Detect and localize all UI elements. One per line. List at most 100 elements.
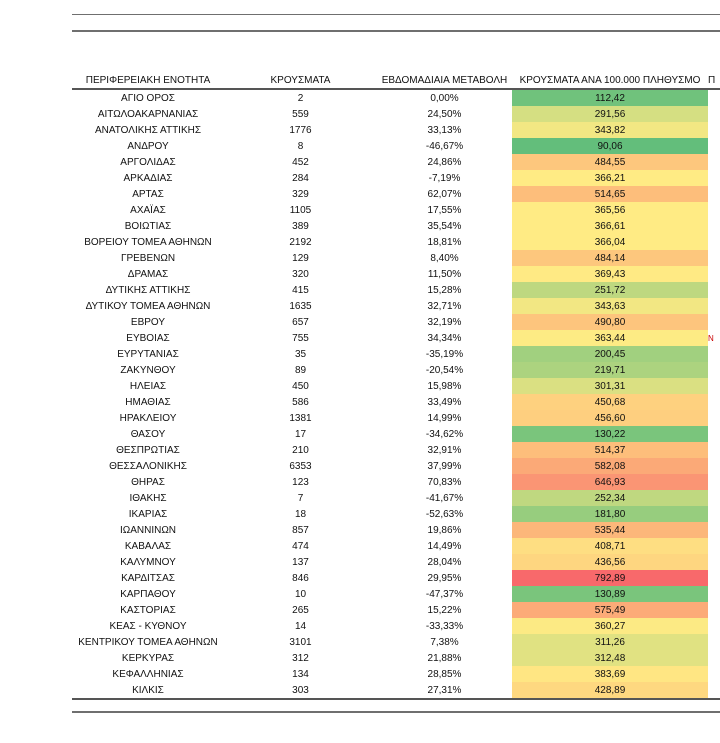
- cell-cases-per-100k: 112,42: [512, 89, 708, 106]
- cell-weekly-change: 21,88%: [427, 652, 462, 664]
- cell-weekly-change: 18,81%: [427, 236, 462, 248]
- table-row: ΚΙΛΚΙΣ 303 27,31% 428,89: [72, 682, 720, 700]
- table-row: ΗΛΕΙΑΣ 450 15,98% 301,31: [72, 378, 720, 394]
- cell-truncated: [708, 234, 720, 250]
- cell-region: ΚΕΑΣ - ΚΥΘΝΟΥ: [109, 620, 187, 632]
- cell-cases-per-100k: 130,89: [512, 586, 708, 602]
- cell-weekly-change: 14,99%: [427, 412, 462, 424]
- cell-cases: 755: [292, 332, 309, 344]
- cell-cases-per-100k: 181,80: [512, 506, 708, 522]
- cell-weekly-change: 17,55%: [427, 204, 462, 216]
- cell-region: ΕΥΒΟΙΑΣ: [126, 332, 170, 344]
- cell-cases-per-100k: 219,71: [512, 362, 708, 378]
- cell-region: ΓΡΕΒΕΝΩΝ: [120, 252, 176, 264]
- cell-region: ΑΡΤΑΣ: [132, 188, 164, 200]
- cell-region: ΑΓΙΟ ΟΡΟΣ: [121, 92, 175, 104]
- cell-truncated: [708, 474, 720, 490]
- table-row: ΔΥΤΙΚΟΥ ΤΟΜΕΑ ΑΘΗΝΩΝ 1635 32,71% 343,63: [72, 298, 720, 314]
- header-cases-per-100k: ΚΡΟΥΣΜΑΤΑ ΑΝΑ 100.000 ΠΛΗΘΥΣΜΟ: [512, 72, 708, 90]
- cell-region: ΚΕΦΑΛΛΗΝΙΑΣ: [112, 668, 184, 680]
- table-row: ΘΕΣΣΑΛΟΝΙΚΗΣ 6353 37,99% 582,08: [72, 458, 720, 474]
- cell-cases-per-100k: 575,49: [512, 602, 708, 618]
- cell-truncated: [708, 266, 720, 282]
- cell-region: ΔΥΤΙΚΗΣ ΑΤΤΙΚΗΣ: [105, 284, 191, 296]
- cell-weekly-change: 11,50%: [427, 268, 462, 280]
- cell-weekly-change: 70,83%: [427, 476, 462, 488]
- cell-region: ΗΡΑΚΛΕΙΟΥ: [119, 412, 177, 424]
- cell-region: ΚΕΡΚΥΡΑΣ: [121, 652, 175, 664]
- cell-region: ΒΟΡΕΙΟΥ ΤΟΜΕΑ ΑΘΗΝΩΝ: [84, 236, 212, 248]
- header-row: ΠΕΡΙΦΕΡΕΙΑΚΗ ΕΝΟΤΗΤΑ ΚΡΟΥΣΜΑΤΑ ΕΒΔΟΜΑΔΙΑ…: [72, 72, 720, 90]
- header-truncated: Π: [708, 72, 720, 90]
- cell-region: ΚΑΛΥΜΝΟΥ: [120, 556, 176, 568]
- table-row: ΘΕΣΠΡΩΤΙΑΣ 210 32,91% 514,37: [72, 442, 720, 458]
- cell-cases-per-100k: 311,26: [512, 634, 708, 650]
- cell-cases-per-100k: 792,89: [512, 570, 708, 586]
- cell-cases: 846: [292, 572, 309, 584]
- table-row: ΔΡΑΜΑΣ 320 11,50% 369,43: [72, 266, 720, 282]
- cell-region: ΔΥΤΙΚΟΥ ΤΟΜΕΑ ΑΘΗΝΩΝ: [85, 300, 211, 312]
- cell-weekly-change: -35,19%: [425, 348, 464, 360]
- cell-cases-per-100k: 343,82: [512, 122, 708, 138]
- cell-cases-per-100k: 365,56: [512, 202, 708, 218]
- cell-cases: 137: [292, 556, 309, 568]
- cell-region: ΙΩΑΝΝΙΝΩΝ: [119, 524, 177, 536]
- cell-weekly-change: -33,33%: [425, 620, 464, 632]
- cell-truncated: [708, 602, 720, 618]
- table-row: ΚΑΡΔΙΤΣΑΣ 846 29,95% 792,89: [72, 570, 720, 586]
- cell-region: ΑΙΤΩΛΟΑΚΑΡΝΑΝΙΑΣ: [97, 108, 199, 120]
- cell-weekly-change: 27,31%: [377, 682, 512, 700]
- cell-truncated: [708, 218, 720, 234]
- cell-cases: 89: [294, 364, 307, 376]
- cell-cases-per-100k: 252,34: [512, 490, 708, 506]
- cell-cases: 17: [294, 428, 307, 440]
- table-row: ΑΝΑΤΟΛΙΚΗΣ ΑΤΤΙΚΗΣ 1776 33,13% 343,82: [72, 122, 720, 138]
- cell-cases: 6353: [289, 460, 312, 472]
- cell-weekly-change: -47,37%: [425, 588, 464, 600]
- table-row: ΙΚΑΡΙΑΣ 18 -52,63% 181,80: [72, 506, 720, 522]
- table-row: ΘΑΣΟΥ 17 -34,62% 130,22: [72, 426, 720, 442]
- header-cases: ΚΡΟΥΣΜΑΤΑ: [224, 72, 377, 90]
- cell-region: ΑΝΔΡΟΥ: [127, 140, 169, 152]
- cell-cases: 129: [292, 252, 309, 264]
- cell-region: ΘΕΣΣΑΛΟΝΙΚΗΣ: [109, 460, 187, 472]
- cell-cases: 134: [292, 668, 309, 680]
- cell-truncated: [708, 314, 720, 330]
- cell-truncated: [708, 490, 720, 506]
- cell-weekly-change: 35,54%: [427, 220, 462, 232]
- cell-cases: 586: [292, 396, 309, 408]
- cell-truncated: [708, 538, 720, 554]
- cell-region: ΘΑΣΟΥ: [130, 428, 166, 440]
- cell-truncated: [708, 682, 720, 700]
- cell-region: ΑΝΑΤΟΛΙΚΗΣ ΑΤΤΙΚΗΣ: [94, 124, 202, 136]
- cell-region: ΕΥΡΥΤΑΝΙΑΣ: [117, 348, 179, 360]
- cell-truncated: [708, 250, 720, 266]
- cell-weekly-change: 24,86%: [427, 156, 462, 168]
- cell-cases-per-100k: 366,61: [512, 218, 708, 234]
- header-region: ΠΕΡΙΦΕΡΕΙΑΚΗ ΕΝΟΤΗΤΑ: [72, 72, 224, 90]
- cell-weekly-change: -46,67%: [425, 140, 464, 152]
- cell-cases-per-100k: 360,27: [512, 618, 708, 634]
- cell-weekly-change: 33,49%: [427, 396, 462, 408]
- cell-region: ΕΒΡΟΥ: [130, 316, 166, 328]
- cell-cases: 284: [292, 172, 309, 184]
- cell-truncated: [708, 618, 720, 634]
- cell-weekly-change: -7,19%: [428, 172, 461, 184]
- cell-cases-per-100k: 369,43: [512, 266, 708, 282]
- cell-cases: 10: [294, 588, 307, 600]
- cell-weekly-change: 28,85%: [427, 668, 462, 680]
- cell-cases-per-100k: 514,37: [512, 442, 708, 458]
- cell-region: ΚΑΒΑΛΑΣ: [124, 540, 172, 552]
- cell-region: ΒΟΙΩΤΙΑΣ: [124, 220, 172, 232]
- table-row: ΑΡΓΟΛΙΔΑΣ 452 24,86% 484,55: [72, 154, 720, 170]
- cell-truncated: [708, 89, 720, 106]
- table-row: ΚΑΣΤΟΡΙΑΣ 265 15,22% 575,49: [72, 602, 720, 618]
- cell-cases: 8: [297, 140, 304, 152]
- cell-cases-per-100k: 535,44: [512, 522, 708, 538]
- cell-cases-per-100k: 408,71: [512, 538, 708, 554]
- cell-truncated: [708, 426, 720, 442]
- table-row: ΗΜΑΘΙΑΣ 586 33,49% 450,68: [72, 394, 720, 410]
- cell-region: ΚΙΛΚΙΣ: [72, 682, 224, 700]
- cell-cases: 450: [292, 380, 309, 392]
- cell-truncated: [708, 186, 720, 202]
